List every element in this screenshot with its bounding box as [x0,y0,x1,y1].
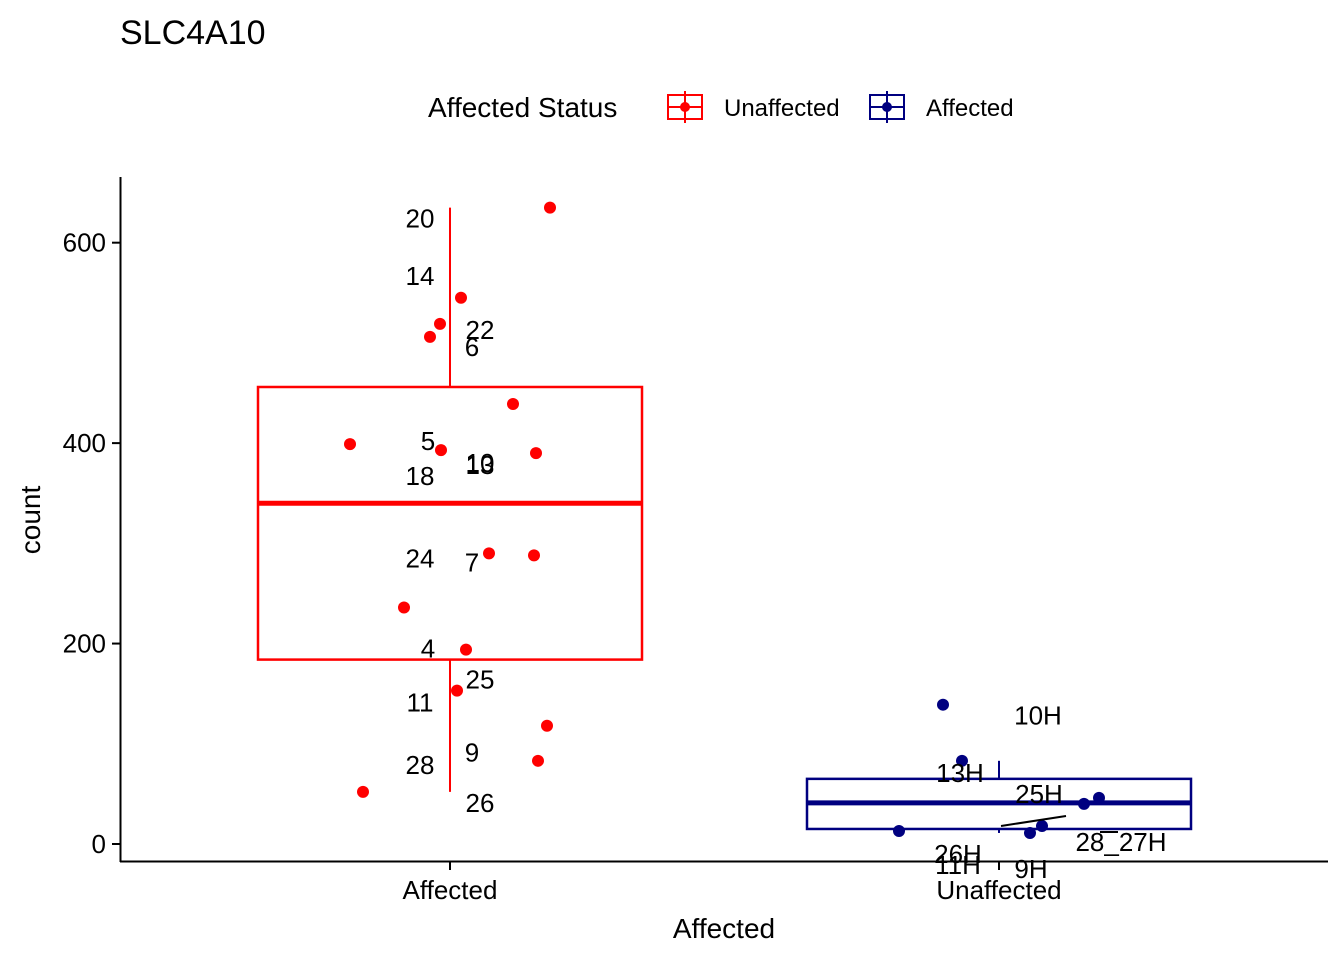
y-axis-title: count [15,486,46,555]
data-point [893,824,905,837]
point-label: 6 [465,332,479,362]
point-label: 14 [406,261,435,291]
data-point [344,438,356,451]
data-point [483,547,495,560]
data-point [1078,797,1090,810]
data-point [937,698,949,711]
data-point [541,719,553,732]
point-label: 28 [406,750,435,780]
data-point [460,643,472,656]
data-point [1024,826,1036,839]
point-label: 9H [1014,854,1047,884]
point-label: 26H [934,839,982,869]
data-point [435,444,447,457]
point-label: 18 [406,461,435,491]
point-label: 11H [935,850,981,880]
boxplot-unaffected [805,760,1193,833]
point-label: 10H [1014,701,1062,731]
point-label: 13 [466,450,495,480]
y-tick-label: 200 [63,629,106,659]
point-label: 4 [421,633,435,663]
point-label: 20 [406,204,435,234]
point-label: 26 [466,788,495,818]
y-tick-label: 600 [63,228,106,258]
data-point [1036,819,1048,832]
legend-item: Unaffected [667,91,840,123]
label-leader-line [1000,815,1067,827]
legend-label: Affected [926,95,1014,122]
data-point [455,291,467,304]
data-point [530,447,542,460]
box-iqr [256,385,644,661]
data-point [434,317,446,330]
point-label: 24 [406,543,435,573]
point-label: 28_27H [1075,827,1166,857]
legend-label: Unaffected [724,95,840,122]
y-tick-label: 400 [63,428,106,458]
legend-title: Affected Status [428,92,617,123]
x-axis: Affected Unaffected [120,860,1328,905]
y-axis: 0 200 400 600 [63,177,122,862]
legend-key-point [680,102,690,112]
point-label: 5 [421,426,435,456]
point-label: 11 [407,688,434,718]
point-label: 22 [466,315,495,345]
point-label: 13H [936,758,984,788]
data-point [1093,791,1105,804]
data-point [424,330,436,343]
x-tick-label: Affected [403,875,498,905]
legend: Affected Status Unaffected Affected [428,91,1014,123]
point-label: 25H [1015,779,1063,809]
legend-key-point [882,102,892,112]
chart-title: SLC4A10 [120,14,266,52]
data-point [507,398,519,411]
point-label: 7 [465,547,479,577]
y-tick-label: 0 [92,829,106,859]
data-point [532,754,544,767]
data-point [528,549,540,562]
data-point [398,601,410,614]
point-label: 25 [466,665,495,695]
data-point [357,785,369,798]
point-label: 10 [466,448,495,478]
plot-area: 20 14 226 5 10 18 13 24 7 4 25 11 9 28 26 10H 13H 26H 25H 2… [256,201,1193,884]
legend-item: Affected [869,91,1014,123]
x-axis-title: Affected [673,913,775,944]
data-point [544,201,556,214]
boxplot-affected [256,207,644,792]
data-point [956,754,968,767]
x-tick-label: Unaffected [936,875,1061,905]
point-label: 9 [465,738,479,768]
data-point [451,684,463,697]
